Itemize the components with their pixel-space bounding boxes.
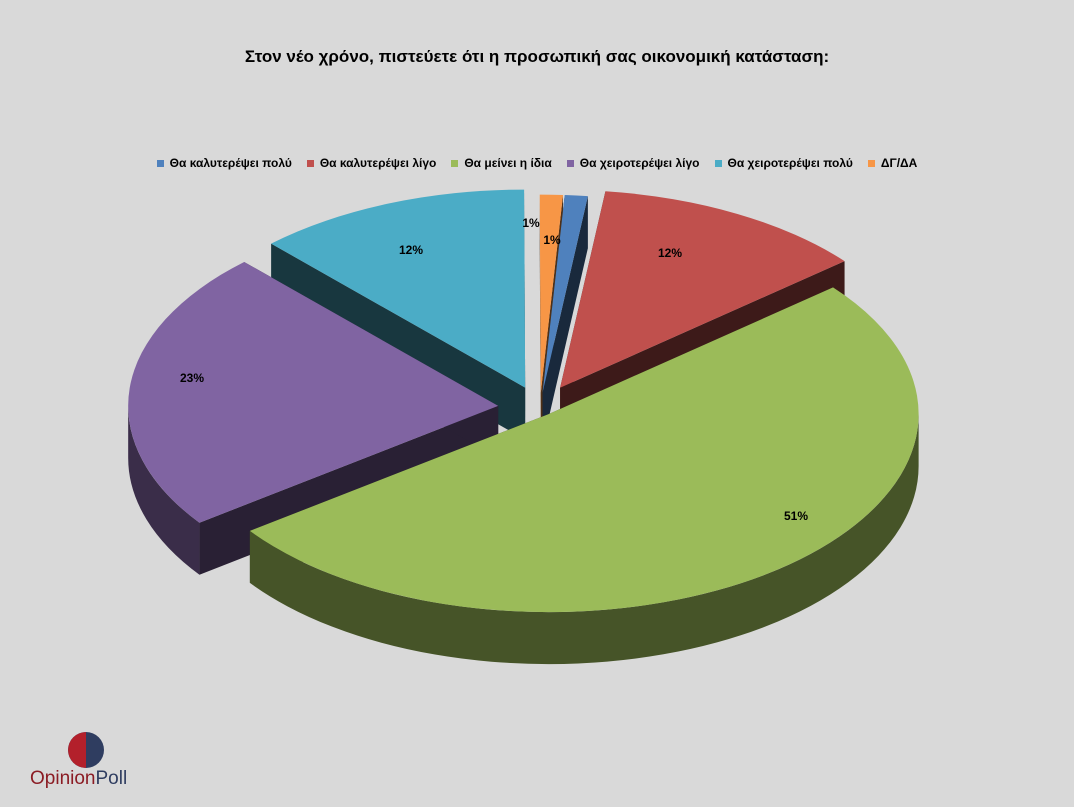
slice-value-label: 51% [784, 509, 808, 523]
slice-wall [539, 194, 541, 445]
legend-swatch [714, 159, 722, 167]
pie-slice [539, 194, 563, 393]
slice-value-label: 12% [658, 246, 682, 260]
legend-label: Θα χειροτερέψει πολύ [727, 156, 853, 170]
slice-rim [128, 405, 200, 575]
legend-swatch [156, 159, 164, 167]
pie-labels: 1% 12% 51% 23% 12% 1% [180, 216, 808, 523]
legend-item: Θα καλυτερέψει λίγο [306, 156, 437, 170]
legend-label: Θα μείνει η ίδια [464, 156, 552, 170]
legend: Θα καλυτερέψει πολύ Θα καλυτερέψει λίγο … [0, 156, 1074, 170]
pie-slice [271, 189, 526, 388]
legend-swatch [451, 159, 459, 167]
legend-swatch [306, 159, 314, 167]
slice-rim [249, 414, 919, 665]
slice-value-label: 1% [543, 233, 561, 247]
legend-label: Θα καλυτερέψει λίγο [319, 156, 437, 170]
legend-item: ΔΓ/ΔΑ [867, 156, 918, 170]
legend-label: Θα χειροτερέψει λίγο [579, 156, 700, 170]
legend-item: Θα καλυτερέψει πολύ [156, 156, 292, 170]
legend-item: Θα μείνει η ίδια [451, 156, 552, 170]
logo-wordmark: OpinionPoll [30, 768, 128, 789]
slice-value-label: 23% [180, 371, 204, 385]
legend-item: Θα χειροτερέψει λίγο [566, 156, 700, 170]
slice-value-label: 1% [522, 216, 540, 230]
pie-tops [128, 189, 919, 613]
legend-label: ΔΓ/ΔΑ [880, 156, 918, 170]
legend-swatch [867, 159, 875, 167]
pie-slice [128, 261, 499, 523]
legend-swatch [566, 159, 574, 167]
legend-label: Θα καλυτερέψει πολύ [169, 156, 292, 170]
chart-title: Στον νέο χρόνο, πιστεύετε ότι η προσωπικ… [244, 47, 830, 66]
logo-mark-icon [68, 732, 104, 768]
pie-slice [249, 287, 919, 613]
pie-slice [560, 191, 845, 388]
legend-item: Θα χειροτερέψει πολύ [714, 156, 853, 170]
slice-wall [542, 196, 588, 445]
slice-value-label: 12% [399, 243, 423, 257]
pie-slice [542, 195, 588, 393]
opinionpoll-logo: OpinionPoll [30, 728, 150, 798]
